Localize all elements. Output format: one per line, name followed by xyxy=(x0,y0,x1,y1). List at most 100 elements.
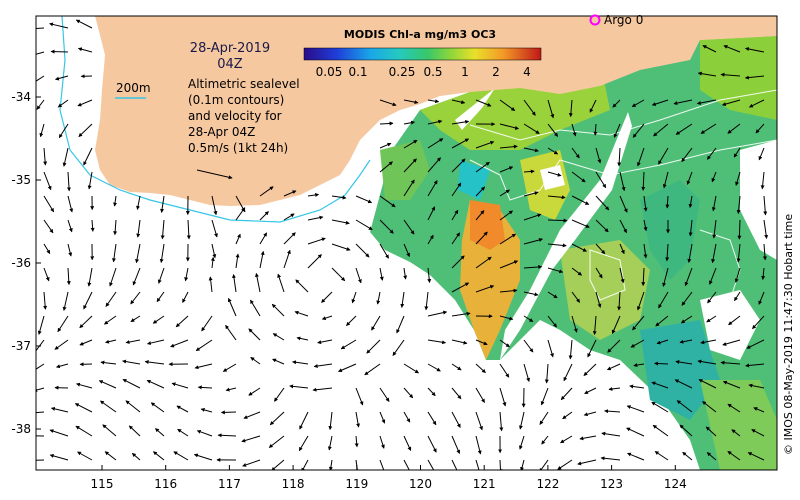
velocity-arrow xyxy=(220,410,237,415)
velocity-arrow xyxy=(231,273,237,293)
colorbar-label-0: 0.05 xyxy=(316,65,343,79)
velocity-arrow xyxy=(355,195,373,204)
velocity-arrow xyxy=(268,435,285,448)
velocity-arrow xyxy=(49,429,69,437)
velocity-arrow xyxy=(583,411,597,417)
velocity-arrow xyxy=(702,45,717,53)
velocity-arrow xyxy=(727,123,741,134)
velocity-arrow xyxy=(723,45,741,53)
velocity-arrow xyxy=(747,452,765,461)
velocity-arrow xyxy=(427,99,440,104)
velocity-arrow xyxy=(568,339,573,360)
velocity-arrow xyxy=(592,315,597,336)
velocity-arrow xyxy=(451,387,462,400)
velocity-arrow xyxy=(43,147,48,166)
colorbar-label-1: 0.1 xyxy=(348,65,367,79)
velocity-arrow xyxy=(762,243,767,261)
velocity-arrow xyxy=(156,291,165,303)
velocity-arrow xyxy=(366,339,381,354)
velocity-arrow xyxy=(707,291,717,304)
velocity-arrow xyxy=(727,450,741,461)
velocity-arrow xyxy=(355,411,361,428)
velocity-arrow xyxy=(250,356,261,365)
velocity-arrow xyxy=(98,380,117,389)
velocity-arrow xyxy=(271,459,285,470)
velocity-arrow xyxy=(36,459,45,461)
velocity-arrow xyxy=(475,161,490,173)
velocity-arrow xyxy=(79,339,93,346)
legend-line-2: (0.1m contours) xyxy=(188,93,284,107)
velocity-arrow xyxy=(629,384,645,389)
velocity-arrow xyxy=(451,138,470,149)
velocity-arrow xyxy=(755,123,765,134)
velocity-arrow xyxy=(748,383,765,389)
velocity-arrow xyxy=(734,267,741,283)
velocity-arrow xyxy=(403,435,412,452)
velocity-arrow xyxy=(208,276,213,293)
y-tick-label: -34 xyxy=(11,90,31,104)
velocity-arrow xyxy=(313,363,333,369)
velocity-arrow xyxy=(475,435,482,455)
velocity-arrow xyxy=(392,339,405,356)
imos-credit: © IMOS 08-May-2019 11:47:30 Hobart time xyxy=(782,214,795,455)
velocity-arrow xyxy=(58,123,69,139)
velocity-arrow xyxy=(571,195,590,205)
velocity-arrow xyxy=(36,99,45,110)
velocity-arrow xyxy=(427,387,436,397)
velocity-arrow xyxy=(583,363,597,376)
colorbar-label-4: 1 xyxy=(461,65,469,79)
velocity-arrow xyxy=(211,195,218,216)
colorbar-label-6: 4 xyxy=(523,65,531,79)
velocity-arrow xyxy=(182,291,189,303)
velocity-arrow xyxy=(579,435,597,441)
velocity-arrow xyxy=(619,243,625,255)
velocity-arrow xyxy=(36,339,45,356)
velocity-arrow xyxy=(587,339,597,358)
velocity-arrow xyxy=(499,210,514,221)
velocity-arrow xyxy=(427,119,443,125)
velocity-arrow xyxy=(160,195,165,213)
velocity-arrow xyxy=(317,339,333,345)
velocity-arrow xyxy=(637,147,645,167)
land-mass xyxy=(36,16,777,206)
velocity-arrow xyxy=(49,22,69,29)
velocity-arrow xyxy=(643,243,648,259)
velocity-arrow xyxy=(376,291,381,305)
velocity-arrow xyxy=(66,267,71,286)
velocity-arrow xyxy=(654,361,669,366)
velocity-arrow xyxy=(217,433,237,438)
velocity-arrow xyxy=(379,459,385,470)
velocity-arrow xyxy=(641,171,646,191)
velocity-arrow xyxy=(379,411,386,424)
velocity-arrow xyxy=(744,75,765,80)
velocity-arrow xyxy=(403,99,419,105)
velocity-arrow xyxy=(700,339,717,345)
velocity-arrow xyxy=(62,147,69,167)
velocity-arrow xyxy=(269,411,285,426)
velocity-arrow xyxy=(676,400,693,413)
velocity-arrow xyxy=(541,435,549,445)
x-tick-label: 120 xyxy=(409,477,432,491)
velocity-arrow xyxy=(760,171,765,190)
velocity-arrow xyxy=(135,243,141,264)
velocity-arrow xyxy=(499,339,510,348)
velocity-arrow xyxy=(403,139,418,149)
velocity-arrow xyxy=(331,267,346,282)
velocity-arrow xyxy=(571,123,577,137)
velocity-arrow xyxy=(475,339,488,346)
velocity-arrow xyxy=(697,71,717,77)
velocity-arrow xyxy=(475,186,486,197)
velocity-arrow xyxy=(475,285,495,293)
velocity-arrow xyxy=(498,459,503,470)
velocity-arrow xyxy=(584,387,597,395)
velocity-arrow xyxy=(403,387,414,399)
velocity-arrow xyxy=(499,99,516,112)
velocity-arrow xyxy=(547,267,564,274)
velocity-arrow xyxy=(298,435,309,452)
velocity-arrow xyxy=(54,339,69,350)
velocity-arrow xyxy=(403,120,416,125)
velocity-arrow xyxy=(613,123,621,138)
x-tick-label: 118 xyxy=(282,477,305,491)
velocity-arrow xyxy=(721,99,741,107)
velocity-arrow xyxy=(643,195,648,212)
